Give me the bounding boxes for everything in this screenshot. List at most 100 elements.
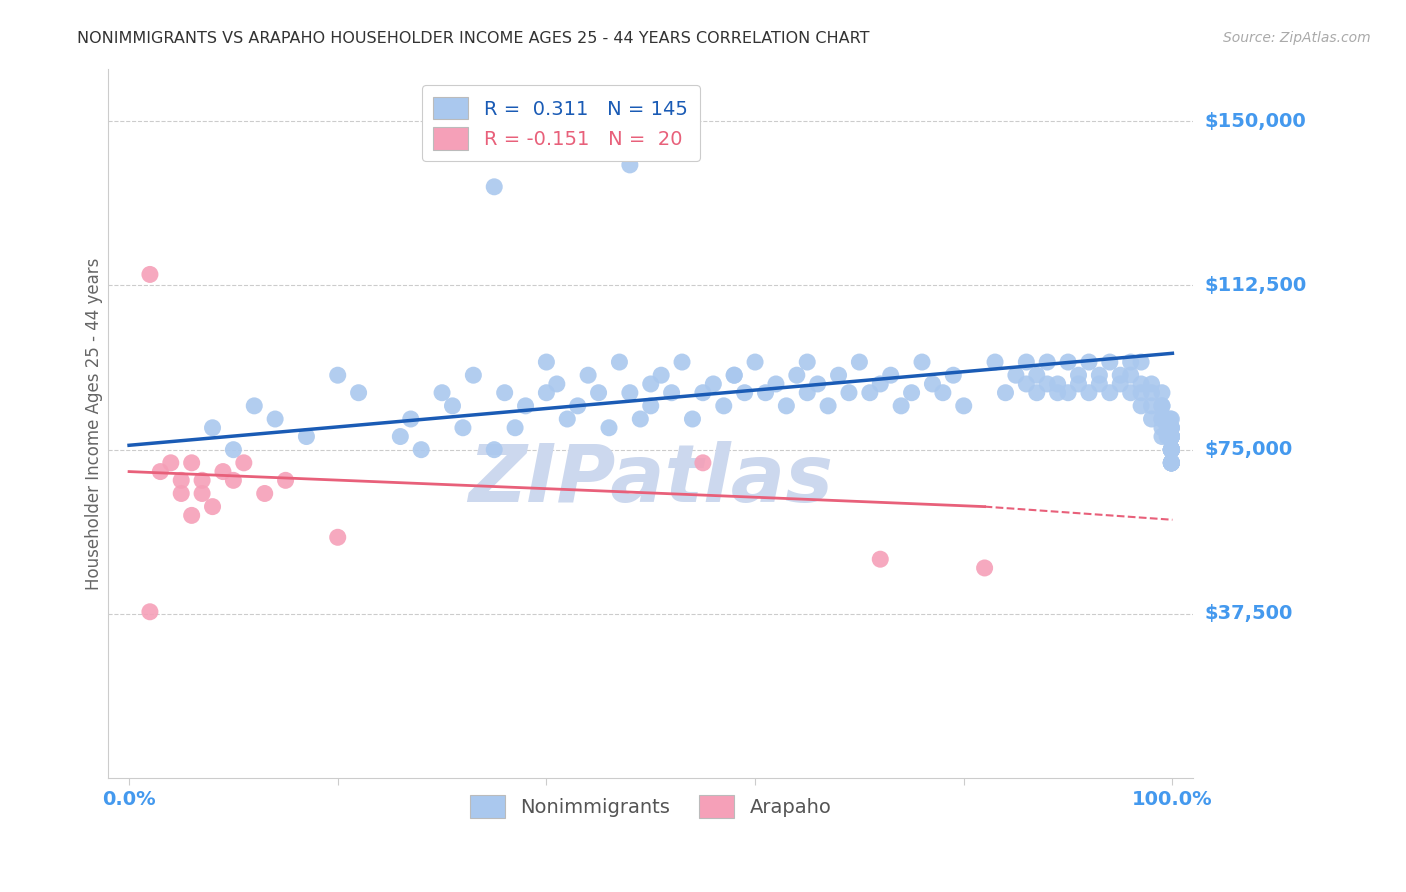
Point	[484, 442, 506, 457]
Point	[1160, 442, 1182, 457]
Point	[619, 385, 641, 400]
Point	[212, 465, 235, 479]
Point	[1015, 376, 1038, 391]
Point	[139, 605, 162, 619]
Point	[1046, 376, 1069, 391]
Point	[1160, 456, 1182, 470]
Point	[1159, 412, 1181, 426]
Point	[536, 355, 558, 369]
Point	[671, 355, 693, 369]
Point	[692, 385, 714, 400]
Point	[754, 385, 776, 400]
Point	[869, 552, 891, 566]
Point	[1160, 429, 1182, 443]
Point	[713, 399, 735, 413]
Point	[576, 368, 599, 383]
Point	[1160, 456, 1182, 470]
Point	[1160, 442, 1182, 457]
Point	[1140, 385, 1163, 400]
Point	[984, 355, 1007, 369]
Point	[890, 399, 912, 413]
Point	[1156, 429, 1178, 443]
Point	[1077, 355, 1099, 369]
Point	[180, 456, 202, 470]
Point	[1150, 421, 1173, 435]
Point	[515, 399, 537, 413]
Point	[191, 486, 214, 500]
Point	[1025, 385, 1047, 400]
Point	[1160, 429, 1182, 443]
Point	[494, 385, 516, 400]
Point	[661, 385, 683, 400]
Point	[1160, 442, 1182, 457]
Point	[441, 399, 464, 413]
Point	[1025, 368, 1047, 383]
Point	[734, 385, 756, 400]
Point	[880, 368, 903, 383]
Point	[1160, 442, 1182, 457]
Point	[1067, 376, 1090, 391]
Point	[723, 368, 745, 383]
Point	[546, 376, 568, 391]
Point	[180, 508, 202, 523]
Point	[484, 179, 506, 194]
Point	[1160, 442, 1182, 457]
Point	[191, 473, 214, 487]
Point	[1160, 442, 1182, 457]
Point	[921, 376, 943, 391]
Point	[1130, 376, 1153, 391]
Point	[1160, 429, 1182, 443]
Point	[1159, 429, 1181, 443]
Point	[411, 442, 433, 457]
Point	[994, 385, 1017, 400]
Point	[1160, 456, 1182, 470]
Point	[264, 412, 287, 426]
Point	[640, 399, 662, 413]
Point	[859, 385, 882, 400]
Point	[1057, 355, 1080, 369]
Point	[1160, 456, 1182, 470]
Point	[567, 399, 589, 413]
Point	[1156, 421, 1178, 435]
Point	[942, 368, 965, 383]
Point	[1098, 385, 1121, 400]
Point	[222, 473, 245, 487]
Point	[1160, 442, 1182, 457]
Point	[1088, 376, 1111, 391]
Point	[1036, 376, 1059, 391]
Point	[1160, 442, 1182, 457]
Point	[1150, 399, 1173, 413]
Y-axis label: Householder Income Ages 25 - 44 years: Householder Income Ages 25 - 44 years	[86, 257, 103, 590]
Point	[253, 486, 276, 500]
Point	[1160, 456, 1182, 470]
Point	[399, 412, 422, 426]
Point	[848, 355, 870, 369]
Point	[1160, 421, 1182, 435]
Point	[243, 399, 266, 413]
Point	[702, 376, 724, 391]
Point	[170, 473, 193, 487]
Point	[1160, 429, 1182, 443]
Point	[232, 456, 254, 470]
Point	[326, 530, 349, 544]
Point	[619, 158, 641, 172]
Point	[389, 429, 412, 443]
Point	[1160, 456, 1182, 470]
Point	[744, 355, 766, 369]
Text: $37,500: $37,500	[1205, 605, 1292, 624]
Text: $75,000: $75,000	[1205, 440, 1292, 459]
Point	[1159, 421, 1181, 435]
Point	[973, 561, 995, 575]
Point	[1119, 385, 1142, 400]
Point	[536, 385, 558, 400]
Point	[1156, 412, 1178, 426]
Point	[1036, 355, 1059, 369]
Point	[1160, 429, 1182, 443]
Point	[807, 376, 830, 391]
Text: $112,500: $112,500	[1205, 276, 1306, 295]
Point	[775, 399, 797, 413]
Point	[1160, 456, 1182, 470]
Point	[1160, 442, 1182, 457]
Point	[1077, 385, 1099, 400]
Point	[1160, 412, 1182, 426]
